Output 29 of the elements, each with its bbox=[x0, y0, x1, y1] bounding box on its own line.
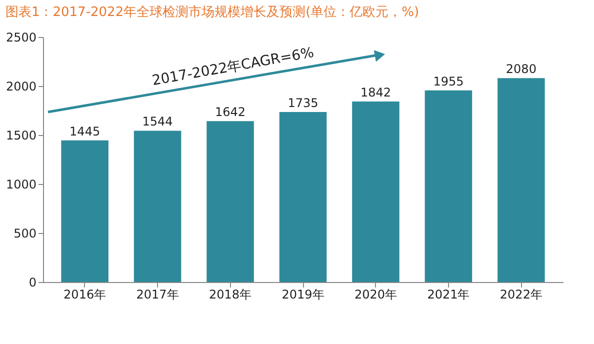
x-tick-label: 2019年 bbox=[282, 288, 324, 302]
chart-title: 图表1：2017-2022年全球检测市场规模增长及预测(单位：亿欧元，%) bbox=[5, 5, 420, 20]
y-tick-label: 500 bbox=[14, 226, 36, 240]
data-label: 1842 bbox=[360, 85, 391, 100]
data-label: 1642 bbox=[215, 105, 246, 120]
x-tick-label: 2018年 bbox=[209, 288, 252, 302]
data-label: 1955 bbox=[433, 74, 464, 88]
data-label: 1544 bbox=[142, 114, 173, 129]
y-tick-label: 1500 bbox=[6, 128, 36, 142]
x-tick-label: 2016年 bbox=[64, 288, 106, 302]
bar bbox=[352, 101, 400, 282]
y-tick-label: 1000 bbox=[6, 178, 36, 192]
bar bbox=[424, 90, 472, 282]
bar bbox=[279, 112, 327, 282]
x-tick-label: 2017年 bbox=[136, 288, 179, 302]
y-tick-label: 0 bbox=[28, 276, 36, 290]
data-label: 1445 bbox=[70, 124, 100, 138]
data-label: 2080 bbox=[506, 62, 536, 76]
annotation: 2017-2022年CAGR=6% bbox=[150, 44, 316, 90]
bar bbox=[134, 130, 182, 282]
y-tick-label: 2500 bbox=[6, 30, 36, 44]
bar bbox=[61, 140, 108, 282]
x-tick-label: 2020年 bbox=[354, 288, 397, 302]
data-label: 1735 bbox=[288, 96, 318, 110]
x-tick-label: 2022年 bbox=[500, 288, 542, 302]
bar bbox=[498, 78, 545, 282]
bar bbox=[206, 121, 254, 282]
y-tick-label: 2000 bbox=[6, 80, 36, 94]
x-tick-label: 2021年 bbox=[427, 288, 470, 302]
